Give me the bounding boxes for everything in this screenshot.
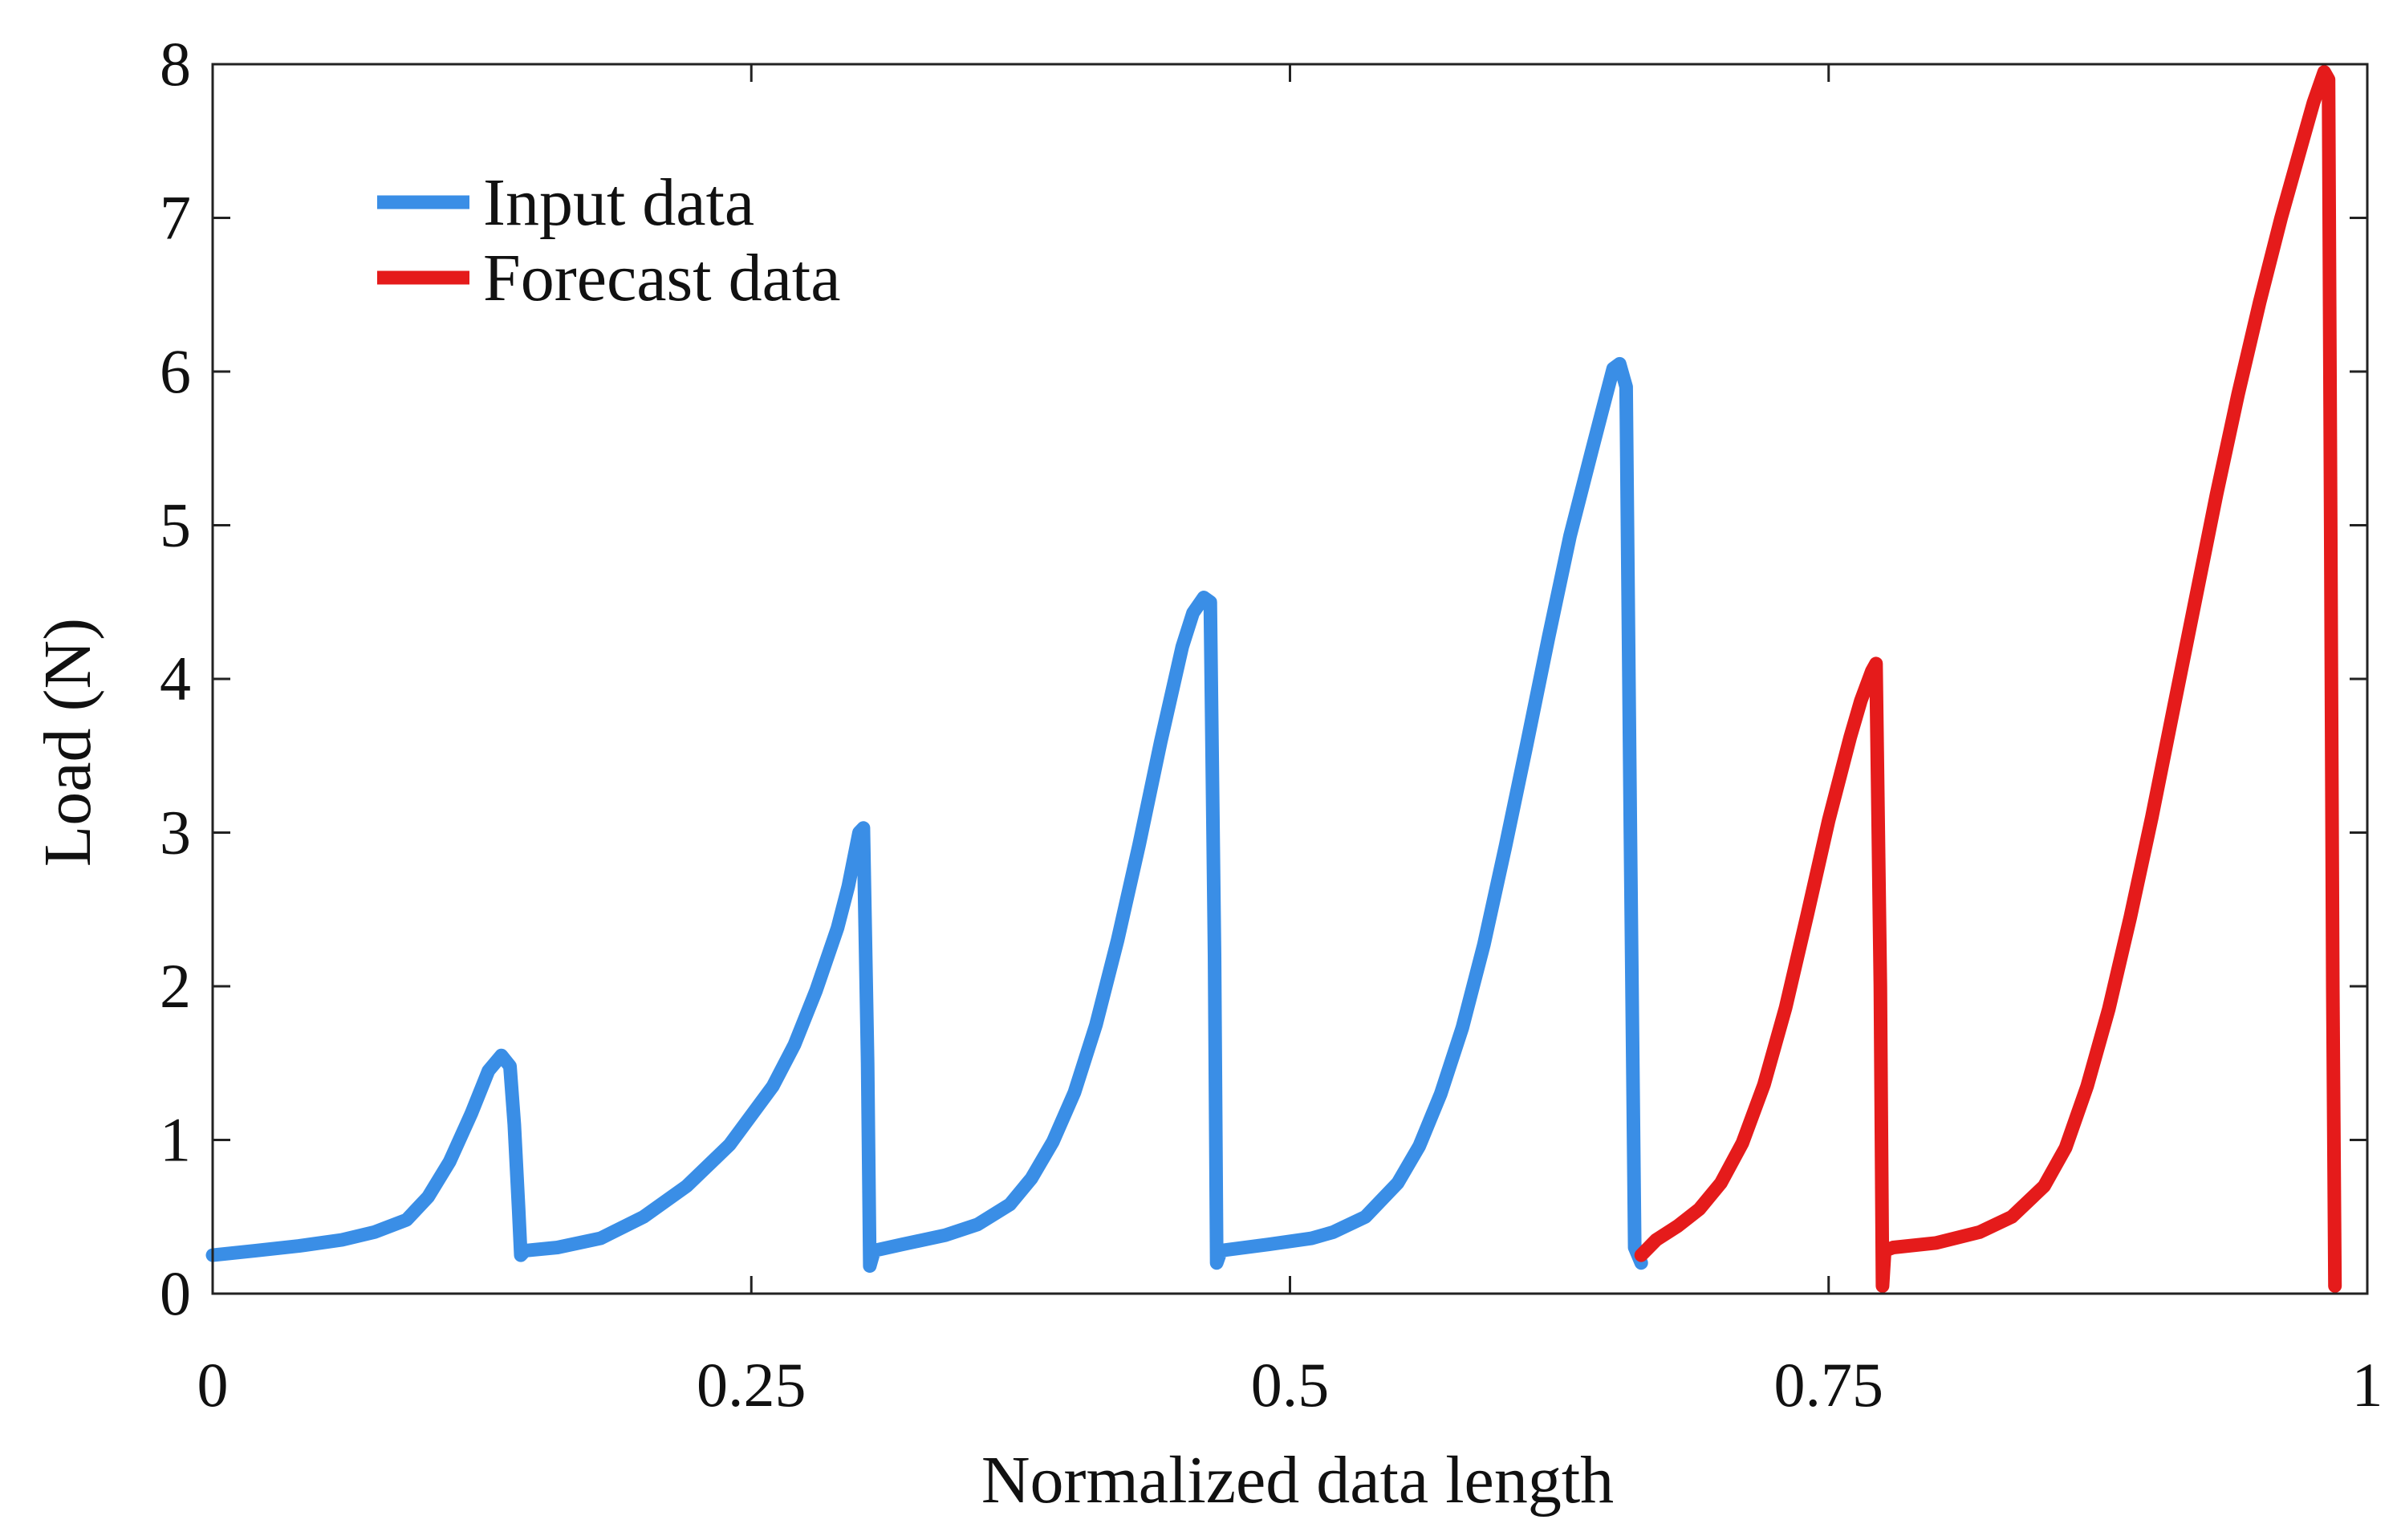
legend-label-forecast-data: Forecast data xyxy=(483,241,840,315)
y-tick-label: 8 xyxy=(160,29,191,99)
y-tick-label: 7 xyxy=(160,183,191,253)
y-tick-label: 6 xyxy=(160,336,191,406)
y-tick-label: 0 xyxy=(160,1258,191,1328)
series-layer xyxy=(205,65,2342,1293)
y-tick-label: 4 xyxy=(160,644,191,713)
x-tick-label: 1 xyxy=(2352,1350,2383,1420)
series-line-input-data xyxy=(205,356,1648,1273)
y-tick-label: 3 xyxy=(160,798,191,868)
y-axis-label: Load (N) xyxy=(30,618,105,867)
y-tick-label: 5 xyxy=(160,490,191,560)
x-tick-label: 0 xyxy=(197,1350,229,1420)
x-tick-label: 0.25 xyxy=(697,1350,806,1420)
x-tick-label: 0.5 xyxy=(1251,1350,1330,1420)
x-axis-label: Normalized data length xyxy=(981,1443,1614,1518)
series-line-forecast-data xyxy=(1634,65,2342,1293)
legend-label-input-data: Input data xyxy=(483,165,754,240)
tick-labels: 0 0.25 0.5 0.75 1 0 1 2 3 4 5 6 7 8 xyxy=(160,29,2383,1420)
y-tick-label: 2 xyxy=(160,951,191,1021)
plot-area-frame xyxy=(211,63,2369,1295)
x-tick-label: 0.75 xyxy=(1774,1350,1884,1420)
y-tick-label: 1 xyxy=(160,1105,191,1175)
